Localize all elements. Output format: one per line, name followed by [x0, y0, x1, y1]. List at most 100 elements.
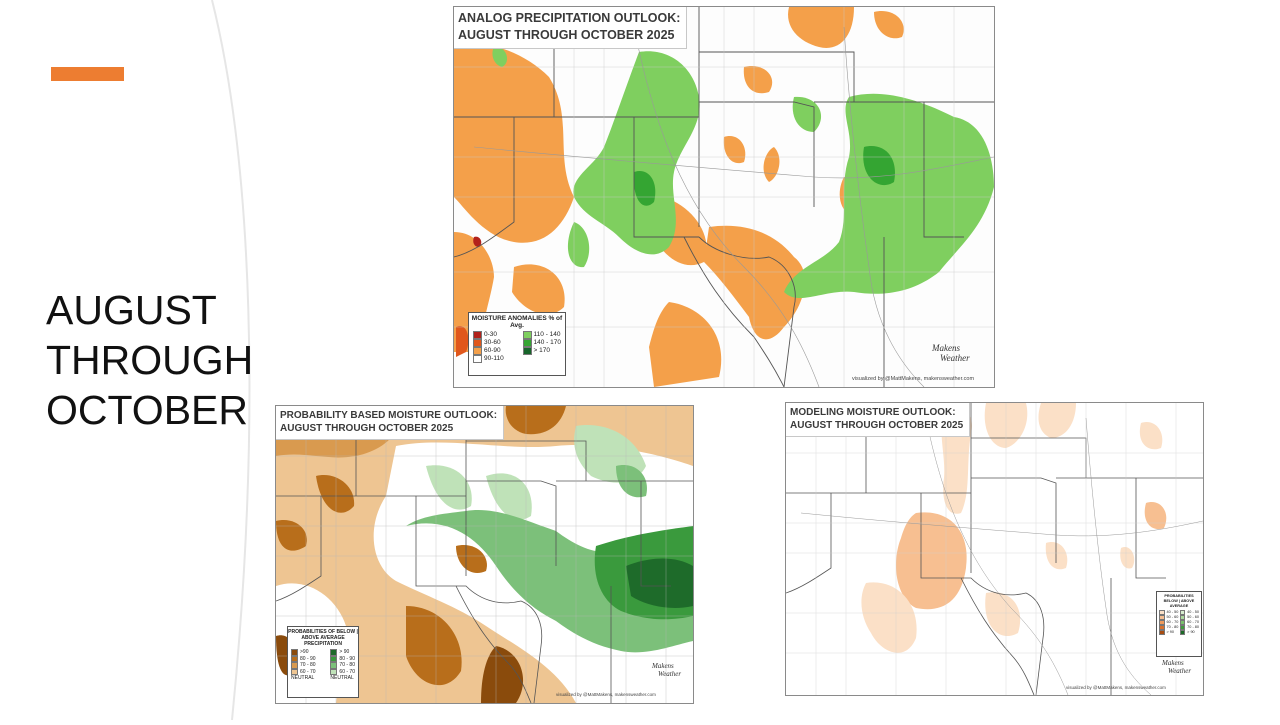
legend-swatch [522, 347, 532, 355]
legend-entry: > 90 [1179, 630, 1199, 635]
legend-label: > 90 [339, 649, 350, 655]
analog-map-graphic [454, 7, 994, 387]
heading-line-3: OCTOBER [46, 387, 248, 433]
modeling-map-title: MODELING MOISTURE OUTLOOK: AUGUST THROUG… [786, 403, 971, 437]
analog-map-title-line-2: AUGUST THROUGH OCTOBER 2025 [458, 28, 675, 42]
logo-line-1: Makens [652, 662, 674, 670]
probability-map-title-line-2: AUGUST THROUGH OCTOBER 2025 [280, 423, 454, 434]
legend-label: 50 - 60 [1166, 615, 1179, 620]
legend-swatch [1159, 610, 1165, 615]
legend-swatch [1179, 610, 1186, 615]
legend-label: 70 - 80 [300, 662, 316, 668]
legend-label: 0-30 [484, 331, 498, 338]
legend-swatch [330, 662, 338, 669]
legend-label: > 90 [1187, 630, 1195, 635]
legend-swatch [1179, 620, 1186, 625]
legend-entry: 60-90 [473, 347, 504, 355]
slide-heading: AUGUST THROUGH OCTOBER [46, 285, 253, 435]
modeling-legend-left-column: 40 - 50 50 - 60 60 - 70 70 - 80 > 90 [1159, 610, 1178, 635]
modeling-map-legend: PROBABILITIES BELOW | ABOVE AVERAGE 40 -… [1156, 591, 1202, 657]
legend-entry: 80 - 90 [291, 655, 316, 662]
logo-line-2: Weather [1168, 667, 1192, 675]
analog-map-title: ANALOG PRECIPITATION OUTLOOK: AUGUST THR… [454, 7, 688, 49]
legend-swatch [473, 339, 482, 347]
probability-moisture-map: PROBABILITY BASED MOISTURE OUTLOOK: AUGU… [275, 405, 694, 704]
probability-legend-right-column: > 90 80 - 90 70 - 80 60 - 70 NEUTRAL [330, 649, 355, 682]
modeling-legend-title: PROBABILITIES BELOW | ABOVE AVERAGE [1163, 594, 1195, 608]
legend-label: 40 - 50 [1187, 610, 1199, 615]
makens-weather-logo: Makens Weather [652, 662, 681, 678]
probability-map-title: PROBABILITY BASED MOISTURE OUTLOOK: AUGU… [276, 406, 505, 440]
legend-entry: 60 - 70 [1179, 620, 1199, 625]
legend-neutral-label: NEUTRAL [330, 675, 354, 681]
analog-map-legend: MOISTURE ANOMALIES % of Avg. 0-30 30-60 60… [468, 312, 566, 376]
legend-swatch [473, 355, 482, 363]
logo-line-2: Weather [940, 353, 970, 363]
legend-swatch [473, 347, 482, 355]
legend-entry: 60 - 70 [291, 668, 316, 675]
legend-label: 50 - 60 [1187, 615, 1199, 620]
legend-entry: > 90 [1159, 630, 1178, 635]
legend-swatch [1179, 630, 1186, 635]
legend-swatch [1159, 625, 1165, 630]
logo-line-1: Makens [1162, 659, 1184, 667]
legend-label: 60 - 70 [300, 668, 316, 675]
legend-swatch [1179, 625, 1186, 630]
left-title-panel [0, 0, 262, 721]
legend-swatch [522, 331, 532, 339]
legend-entry: 30-60 [473, 339, 504, 347]
legend-entry: 0-30 [473, 331, 504, 339]
legend-entry: >90 [291, 649, 316, 656]
legend-label: 60 - 70 [339, 668, 355, 675]
makens-weather-logo: Makens Weather [1162, 659, 1191, 675]
legend-swatch [1179, 615, 1186, 620]
legend-label: 80 - 90 [300, 655, 316, 662]
legend-label: 90-110 [484, 355, 504, 362]
curved-divider [0, 0, 251, 721]
legend-label: 60 - 70 [1166, 620, 1179, 625]
legend-swatch [1159, 620, 1165, 625]
analog-legend-title: MOISTURE ANOMALIES % of Avg. [471, 315, 563, 329]
legend-entry: 70 - 80 [330, 662, 355, 669]
legend-entry: 70 - 80 [291, 662, 316, 669]
legend-neutral-label: NEUTRAL [291, 675, 315, 681]
legend-entry: > 90 [330, 649, 355, 656]
legend-entry: 70 - 80 [1179, 625, 1199, 630]
analog-legend-right-column: 110 - 140 140 - 170 > 170 [522, 331, 561, 363]
analog-legend-left-column: 0-30 30-60 60-90 90-110 [473, 331, 504, 363]
legend-swatch [330, 668, 338, 675]
legend-label: 70 - 80 [1166, 625, 1179, 630]
legend-label: 70 - 80 [1187, 625, 1199, 630]
legend-label: 40 - 50 [1166, 610, 1179, 615]
accent-bar [51, 67, 124, 81]
legend-swatch [291, 649, 298, 656]
legend-swatch [291, 655, 298, 662]
logo-line-2: Weather [658, 670, 682, 678]
legend-entry: 40 - 50 [1179, 610, 1199, 615]
makens-weather-logo: Makens Weather [932, 343, 970, 363]
modeling-map-title-line-1: MODELING MOISTURE OUTLOOK: [790, 407, 956, 418]
probability-map-title-line-1: PROBABILITY BASED MOISTURE OUTLOOK: [280, 410, 498, 421]
legend-label: 70 - 80 [339, 662, 355, 668]
analog-map-title-line-1: ANALOG PRECIPITATION OUTLOOK: [458, 11, 681, 25]
analog-precipitation-map: ANALOG PRECIPITATION OUTLOOK: AUGUST THR… [453, 6, 995, 388]
analog-map-credit: visualized by @MattMakens, makensweather… [852, 376, 975, 382]
modeling-map-title-line-2: AUGUST THROUGH OCTOBER 2025 [790, 420, 964, 431]
legend-label: 60-90 [484, 347, 501, 354]
legend-entry: 50 - 60 [1159, 615, 1178, 620]
legend-label: 110 - 140 [533, 331, 561, 338]
legend-label: 140 - 170 [533, 339, 561, 346]
legend-label: 60 - 70 [1187, 620, 1199, 625]
legend-swatch [522, 339, 532, 347]
legend-entry: 40 - 50 [1159, 610, 1178, 615]
modeling-map-graphic [786, 403, 1203, 695]
legend-label: > 170 [533, 347, 550, 354]
probability-map-credit: visualized by @MattMakens, makensweather… [556, 692, 656, 697]
heading-line-2: THROUGH [46, 337, 254, 383]
probability-legend-title: PROBABILITIES OF BELOW | ABOVE AVERAGE P… [288, 629, 358, 647]
modeling-moisture-map: MODELING MOISTURE OUTLOOK: AUGUST THROUG… [785, 402, 1204, 696]
legend-swatch [330, 655, 338, 662]
legend-entry: 60 - 70 [330, 668, 355, 675]
legend-entry: 70 - 80 [1159, 625, 1178, 630]
legend-swatch [291, 668, 298, 675]
